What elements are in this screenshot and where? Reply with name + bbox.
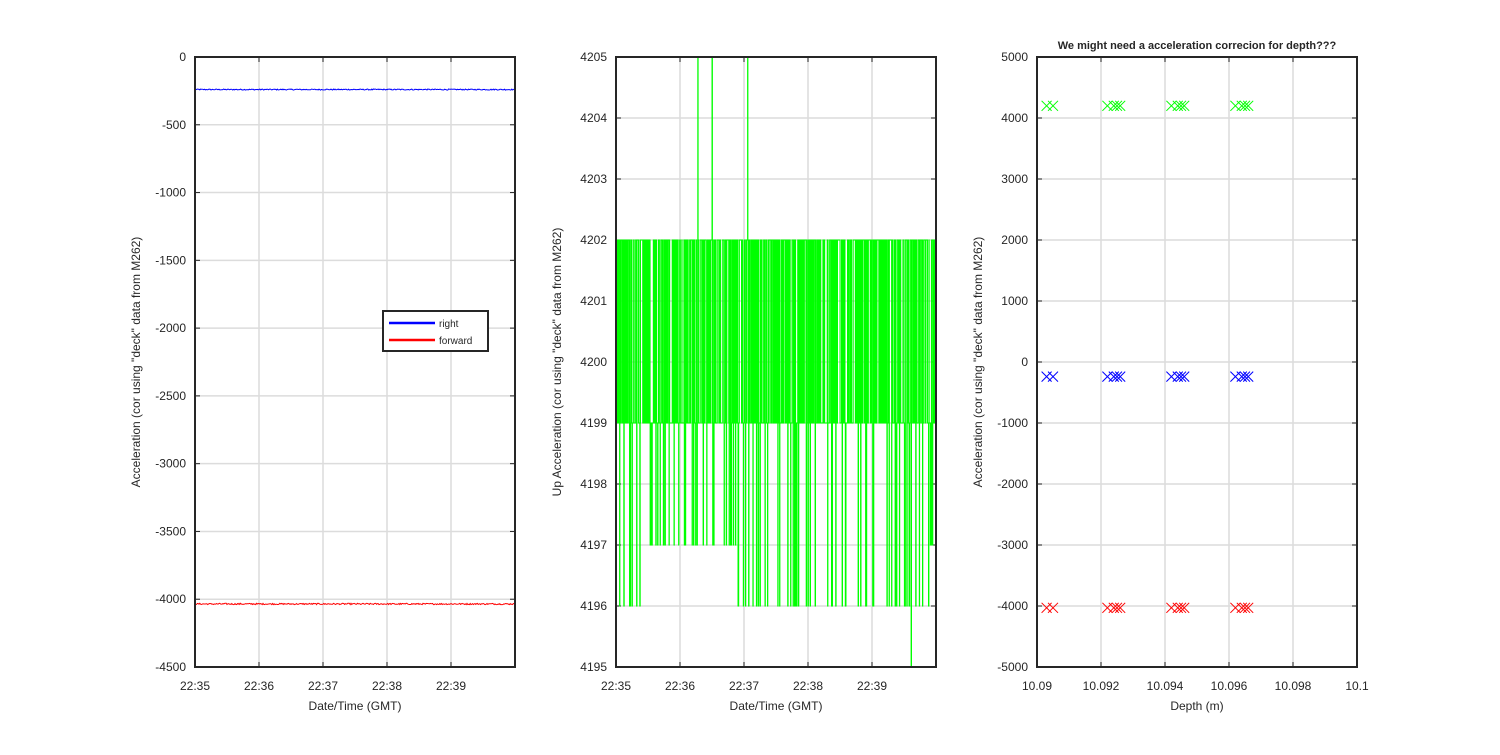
scatter-point [1239,371,1251,382]
x-tick-label: 22:36 [665,679,695,693]
x-tick-label: 10.098 [1275,679,1312,693]
y-tick-label: 4198 [580,477,607,491]
y-tick-label: -1000 [155,186,186,200]
panel-left: 22:35 22:36 22:37 22:38 22:39 0 -500 -1000 -1500… [129,50,516,713]
legend-box [382,310,489,352]
y-tick-label: -2000 [997,477,1028,491]
y-tick-label: 4202 [580,233,607,247]
x-axis-label: Date/Time (GMT) [730,699,823,713]
panel-right: 10.09 10.092 10.094 10.096 10.098 10.1 5000 400… [971,40,1369,713]
x-tick-label: 22:36 [244,679,274,693]
scatter-point [1111,100,1123,112]
y-tick-label: 4205 [580,50,607,64]
axes-frame [1036,56,1358,668]
y-tick-label: -2000 [155,321,186,335]
panel-middle: 22:35 22:36 22:37 22:38 22:39 4195 4196 4197 419… [550,50,937,713]
x-tick-label: 10.09 [1022,679,1052,693]
scatter-point [1111,602,1123,614]
y-tick-label: -5000 [997,660,1028,674]
y-axis-label: Acceleration (cor using "deck" data from… [971,237,985,488]
y-tick-label: -2500 [155,389,186,403]
y-tick-label: 4199 [580,416,607,430]
y-tick-label: 4000 [1001,111,1028,125]
series-line-forward [195,602,515,606]
y-tick-label: 4196 [580,599,607,613]
plot-area [195,57,515,667]
x-tick-label: 10.1 [1345,679,1369,693]
y-tick-label: -4500 [155,660,186,674]
y-tick-label: -1000 [997,416,1028,430]
y-axis-label: Acceleration (cor using "deck" data from… [129,237,143,488]
y-tick-label: 3000 [1001,172,1028,186]
x-tick-label: 10.096 [1211,679,1248,693]
scatter-point [1175,100,1187,112]
y-tick-label: 1000 [1001,294,1028,308]
scatter-point [1114,371,1126,382]
y-tick-label: 4201 [580,294,607,308]
scatter-point [1047,371,1059,382]
scatter-point [1178,602,1190,614]
x-tick-label: 22:38 [793,679,823,693]
y-tick-label: 4203 [580,172,607,186]
x-tick-label: 10.092 [1083,679,1120,693]
axes-frame [615,56,937,668]
series-line-right [195,88,515,91]
legend: right forward [382,310,489,352]
y-axis-label: Up Acceleration (cor using "deck" data f… [550,228,564,497]
y-tick-label: 4204 [580,111,607,125]
scatter-point [1239,100,1251,112]
scatter-point [1175,602,1187,614]
y-tick-label: 2000 [1001,233,1028,247]
x-tick-label: 22:35 [180,679,210,693]
x-tick-label: 22:38 [372,679,402,693]
x-tick-label: 10.094 [1147,679,1184,693]
scatter-point [1239,602,1251,614]
y-tick-label: 0 [179,50,186,64]
y-tick-label: -4000 [997,599,1028,613]
scatter-point [1242,371,1254,382]
scatter-point [1178,100,1190,112]
series-group [616,57,936,667]
x-axis-label: Date/Time (GMT) [309,699,402,713]
legend-entry: right [439,319,459,330]
y-tick-label: -3000 [155,457,186,471]
x-tick-label: 22:39 [857,679,887,693]
scatter-point [1047,602,1059,614]
scatter-point [1114,602,1126,614]
scatter-point [1178,371,1190,382]
scatter-point [1175,371,1187,382]
chart-title: We might need a acceleration correcion f… [1058,40,1337,52]
y-tick-label: -4000 [155,592,186,606]
y-tick-label: -1500 [155,253,186,267]
y-tick-label: 4195 [580,660,607,674]
series-group [195,88,515,606]
y-tick-label: -500 [162,118,186,132]
y-tick-label: 4200 [580,355,607,369]
y-tick-label: 4197 [580,538,607,552]
x-axis-label: Depth (m) [1170,699,1223,713]
y-tick-label: 5000 [1001,50,1028,64]
series-line-up-acceleration [616,57,936,667]
x-tick-label: 22:39 [436,679,466,693]
x-tick-label: 22:37 [308,679,338,693]
y-tick-label: -3500 [155,524,186,538]
legend-entry: forward [439,336,472,347]
x-tick-label: 22:37 [729,679,759,693]
scatter-point [1111,371,1123,382]
scatter-point [1047,100,1059,112]
axes-frame [194,56,516,668]
series-group [1041,100,1254,614]
scatter-point [1242,602,1254,614]
y-tick-label: -3000 [997,538,1028,552]
x-tick-label: 22:35 [601,679,631,693]
y-tick-label: 0 [1021,355,1028,369]
scatter-point [1242,100,1254,112]
scatter-point [1114,100,1126,112]
